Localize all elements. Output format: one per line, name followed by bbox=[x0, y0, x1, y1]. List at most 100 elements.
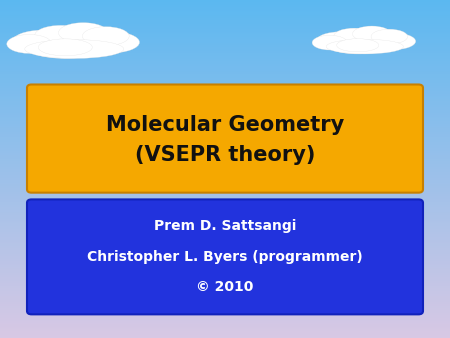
Bar bbox=[0, 283, 450, 284]
Bar bbox=[0, 250, 450, 251]
Bar bbox=[0, 124, 450, 125]
Bar bbox=[0, 55, 450, 56]
Ellipse shape bbox=[81, 31, 140, 53]
Bar bbox=[0, 77, 450, 78]
Bar bbox=[0, 148, 450, 149]
Bar bbox=[0, 134, 450, 135]
Bar bbox=[0, 64, 450, 65]
Bar bbox=[0, 242, 450, 243]
Bar bbox=[0, 187, 450, 188]
Bar bbox=[0, 328, 450, 329]
Bar bbox=[0, 199, 450, 200]
Bar bbox=[0, 101, 450, 102]
Bar bbox=[0, 62, 450, 63]
Bar bbox=[0, 261, 450, 263]
Bar bbox=[0, 86, 450, 87]
Ellipse shape bbox=[352, 30, 402, 49]
Bar bbox=[0, 303, 450, 304]
Ellipse shape bbox=[82, 27, 129, 46]
Bar bbox=[0, 266, 450, 267]
Bar bbox=[0, 252, 450, 254]
Bar bbox=[0, 225, 450, 226]
Ellipse shape bbox=[312, 35, 347, 50]
Bar bbox=[0, 162, 450, 163]
Bar bbox=[0, 29, 450, 30]
Bar bbox=[0, 67, 450, 68]
Ellipse shape bbox=[334, 28, 374, 44]
Bar bbox=[0, 131, 450, 132]
Bar bbox=[0, 88, 450, 89]
Bar bbox=[0, 23, 450, 24]
Bar bbox=[0, 94, 450, 95]
Bar bbox=[0, 323, 450, 324]
Bar bbox=[0, 315, 450, 317]
Bar bbox=[0, 128, 450, 129]
Bar bbox=[0, 119, 450, 121]
Bar bbox=[0, 18, 450, 19]
Bar bbox=[0, 192, 450, 193]
Bar bbox=[0, 20, 450, 21]
Ellipse shape bbox=[370, 33, 416, 50]
Bar bbox=[0, 33, 450, 34]
Ellipse shape bbox=[25, 33, 106, 58]
Bar bbox=[0, 268, 450, 269]
Bar bbox=[0, 277, 450, 278]
Bar bbox=[0, 37, 450, 38]
Bar bbox=[0, 267, 450, 268]
Bar bbox=[0, 4, 450, 6]
Bar bbox=[0, 247, 450, 248]
Bar bbox=[0, 224, 450, 225]
Bar bbox=[0, 172, 450, 173]
Bar bbox=[0, 71, 450, 72]
Bar bbox=[0, 195, 450, 196]
Bar bbox=[0, 91, 450, 92]
Bar bbox=[0, 188, 450, 189]
Bar bbox=[0, 26, 450, 27]
Bar bbox=[0, 14, 450, 15]
Bar bbox=[0, 73, 450, 74]
Bar bbox=[0, 99, 450, 100]
Bar bbox=[0, 324, 450, 325]
Ellipse shape bbox=[352, 26, 391, 42]
Bar bbox=[0, 269, 450, 270]
Bar bbox=[0, 25, 450, 26]
Bar bbox=[0, 81, 450, 82]
Bar bbox=[0, 220, 450, 221]
Bar bbox=[0, 129, 450, 131]
Bar bbox=[0, 184, 450, 185]
Bar bbox=[0, 97, 450, 98]
Bar bbox=[0, 329, 450, 330]
Bar bbox=[0, 15, 450, 16]
Ellipse shape bbox=[7, 34, 52, 53]
Bar bbox=[0, 230, 450, 231]
Bar bbox=[0, 144, 450, 145]
Bar bbox=[0, 127, 450, 128]
Bar bbox=[0, 80, 450, 81]
Bar bbox=[0, 304, 450, 305]
Bar bbox=[0, 118, 450, 119]
Bar bbox=[0, 72, 450, 73]
Bar bbox=[0, 21, 450, 23]
Bar bbox=[0, 232, 450, 233]
Bar bbox=[0, 173, 450, 175]
Bar bbox=[0, 203, 450, 204]
Bar bbox=[0, 257, 450, 258]
Bar bbox=[0, 330, 450, 331]
Bar bbox=[0, 161, 450, 162]
Bar bbox=[0, 17, 450, 18]
Bar bbox=[0, 35, 450, 36]
Bar bbox=[0, 150, 450, 151]
Bar bbox=[0, 142, 450, 143]
Bar bbox=[0, 206, 450, 207]
Bar bbox=[0, 6, 450, 7]
Bar bbox=[0, 317, 450, 318]
Bar bbox=[0, 123, 450, 124]
Bar bbox=[0, 311, 450, 312]
Bar bbox=[0, 154, 450, 155]
Bar bbox=[0, 246, 450, 247]
Bar bbox=[0, 84, 450, 86]
Bar bbox=[0, 215, 450, 216]
Bar bbox=[0, 243, 450, 244]
Bar bbox=[0, 334, 450, 335]
Bar bbox=[0, 89, 450, 90]
